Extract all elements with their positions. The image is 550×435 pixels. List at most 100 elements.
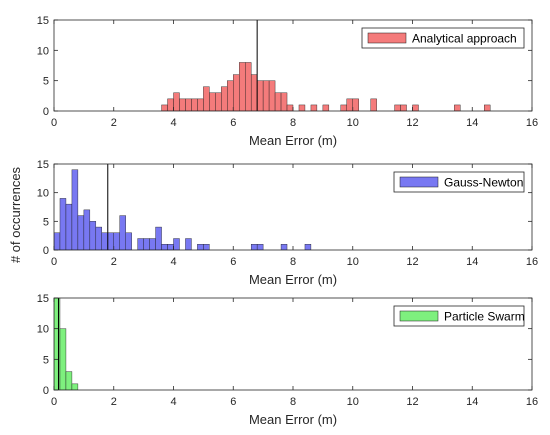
y-tick-label: 5 xyxy=(43,216,49,228)
histogram-bar xyxy=(262,80,270,111)
histogram-bar xyxy=(280,244,288,250)
x-tick-label: 10 xyxy=(347,396,359,408)
histogram-bar xyxy=(215,92,222,111)
panel-1: 0 2 4 6 8 10 12 14 16 0 5 10 15 Mean Error (m) Analyti… xyxy=(37,15,538,148)
histogram-bar xyxy=(340,104,347,111)
x-tick-label: 10 xyxy=(347,117,359,129)
x-tick-label: 16 xyxy=(526,256,538,268)
histogram-bar xyxy=(400,104,407,111)
histogram-bar xyxy=(54,232,61,250)
histogram-bar xyxy=(65,371,73,390)
histogram-bar xyxy=(77,215,85,250)
x-tick-label: 14 xyxy=(466,256,478,268)
histogram-bar xyxy=(322,104,330,111)
histogram-bar xyxy=(113,232,120,250)
histogram-bar xyxy=(250,244,258,250)
x-tick-label: 4 xyxy=(170,256,176,268)
y-tick-label: 0 xyxy=(43,106,49,118)
y-tick-label: 0 xyxy=(43,385,49,397)
histogram-bar xyxy=(286,104,294,111)
x-tick-label: 0 xyxy=(51,256,57,268)
y-tick-label: 15 xyxy=(37,293,49,305)
histogram-bar xyxy=(149,238,156,250)
x-tick-label: 4 xyxy=(170,117,176,129)
histogram-bar xyxy=(256,80,264,111)
panel-3: 0 2 4 6 8 10 12 14 16 0 5 10 15 Mean Error (m) Particl… xyxy=(37,293,538,427)
x-tick-label: 16 xyxy=(526,117,538,129)
histogram-bar xyxy=(173,238,180,250)
histogram-bar xyxy=(119,215,126,250)
x-tick-label: 2 xyxy=(111,117,117,129)
x-tick-label: 2 xyxy=(111,396,117,408)
histogram-bar xyxy=(71,169,79,250)
histogram-bar xyxy=(346,98,353,111)
y-tick-label: 15 xyxy=(37,15,49,27)
histogram-bar xyxy=(203,244,210,250)
histogram-bar xyxy=(59,198,67,250)
histogram-bar xyxy=(310,104,318,111)
y-tick-label: 5 xyxy=(43,76,49,88)
legend-swatch xyxy=(399,310,439,322)
histogram-bar xyxy=(71,383,79,390)
legend-label: Particle Swarm xyxy=(444,310,525,324)
bars xyxy=(54,298,79,390)
x-tick-label: 8 xyxy=(290,256,296,268)
histogram-bar xyxy=(370,98,377,111)
legend-swatch xyxy=(399,176,439,188)
histogram-bar xyxy=(454,104,461,111)
histogram-bar xyxy=(185,238,192,250)
histogram-bar xyxy=(484,104,491,111)
histogram-bar xyxy=(197,98,204,111)
y-tick-label: 5 xyxy=(43,354,49,366)
x-tick-label: 10 xyxy=(347,256,359,268)
histogram-bar xyxy=(89,221,97,250)
y-axis-label: # of occurrences xyxy=(8,166,23,263)
histogram-bar xyxy=(179,98,186,111)
x-tick-label: 14 xyxy=(466,117,478,129)
histogram-bar xyxy=(54,298,61,390)
histogram-bar xyxy=(65,203,73,250)
histogram-bar xyxy=(412,104,419,111)
panel-2: 0 2 4 6 8 10 12 14 16 0 5 10 15 Mean Error (m) Gauss-N… xyxy=(37,159,538,287)
legend: Gauss-Newton xyxy=(393,171,525,193)
histogram-bar xyxy=(203,86,210,111)
legend-label: Analytical approach xyxy=(412,32,517,46)
histogram-bar xyxy=(143,238,150,250)
histogram-bar xyxy=(250,74,258,111)
histogram-bar xyxy=(173,92,180,111)
histogram-bar xyxy=(191,98,198,111)
x-tick-label: 0 xyxy=(51,117,57,129)
histogram-bar xyxy=(268,80,276,111)
histogram-bar xyxy=(167,244,174,250)
histogram-bar xyxy=(274,92,282,111)
histogram-bar xyxy=(233,74,240,111)
y-tick-label: 10 xyxy=(37,45,49,57)
histogram-bar xyxy=(280,92,288,111)
histogram-bar xyxy=(304,244,312,250)
x-tick-label: 6 xyxy=(230,117,236,129)
histogram-bar xyxy=(95,226,102,250)
y-tick-label: 10 xyxy=(37,324,49,336)
histogram-bar xyxy=(161,104,168,111)
histogram-bar xyxy=(298,104,306,111)
x-tick-label: 4 xyxy=(170,396,176,408)
histogram-bar xyxy=(221,86,228,111)
histogram-bar xyxy=(101,232,108,250)
histogram-bar xyxy=(239,62,246,111)
bars xyxy=(54,169,312,250)
histogram-bar xyxy=(59,328,67,390)
histogram-bar xyxy=(209,92,216,111)
x-axis-label: Mean Error (m) xyxy=(249,133,337,148)
x-tick-label: 8 xyxy=(290,396,296,408)
histogram-bar xyxy=(244,62,252,111)
histogram-bar xyxy=(125,232,132,250)
histogram-bar xyxy=(83,209,91,250)
x-tick-label: 6 xyxy=(230,396,236,408)
histogram-bar xyxy=(107,232,114,250)
legend-label: Gauss-Newton xyxy=(444,176,523,190)
legend: Analytical approach xyxy=(361,27,525,49)
histogram-bar xyxy=(197,244,204,250)
x-tick-label: 8 xyxy=(290,117,296,129)
x-tick-label: 12 xyxy=(406,396,418,408)
